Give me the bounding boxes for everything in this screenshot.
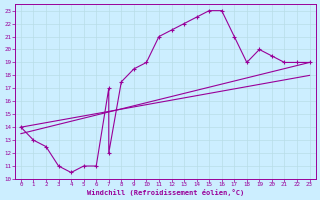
- X-axis label: Windchill (Refroidissement éolien,°C): Windchill (Refroidissement éolien,°C): [87, 189, 244, 196]
